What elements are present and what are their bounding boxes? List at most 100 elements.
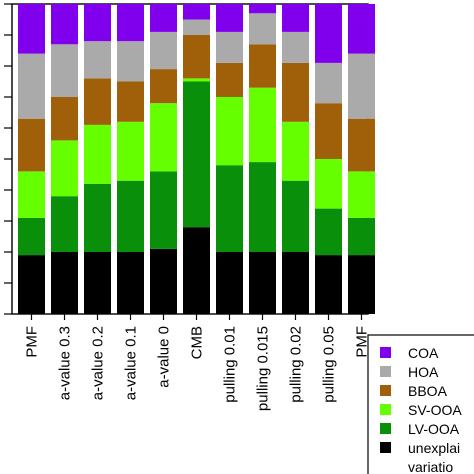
bar-segment [282,4,309,32]
bar-segment [18,217,45,256]
bar-segment [84,252,111,314]
bar-segment [183,78,210,82]
bar-segment [84,4,111,42]
legend-label: LV-OOA [408,421,460,437]
bar-segment [249,4,276,14]
bar-stack [216,4,243,314]
bar-segment [216,165,243,252]
x-tick-label: pulling 0.015 [255,326,272,411]
x-tick-label: PMF [354,326,371,358]
bars-group [18,4,375,314]
bar-segment [18,255,45,314]
bar-stack [84,4,111,314]
bar-segment [282,62,309,122]
bar-segment [315,103,342,159]
bar-segment [216,31,243,63]
bar-segment [51,140,78,197]
bar-segment [150,248,177,314]
bar-segment [315,62,342,104]
bar-segment [51,252,78,314]
bar-segment [18,4,45,54]
bar-segment [216,4,243,32]
bar-segment [282,252,309,314]
x-axis-labels: PMF a-value 0.3 a-value 0.2 a-value 0.1 a-va… [24,314,371,411]
bar-segment [51,4,78,45]
bar-stack [315,4,342,314]
bar-segment [117,4,144,42]
bar-segment [315,208,342,256]
bar-stack [18,4,45,314]
bar-segment [348,53,375,119]
bar-segment [150,103,177,172]
bar-segment [117,252,144,314]
bar-stack [51,4,78,314]
legend-swatch [380,423,391,434]
legend-swatch [380,404,391,415]
bar-segment [249,44,276,88]
bar-segment [183,227,210,314]
bar-segment [150,69,177,104]
x-tick-label: CMB [189,326,206,359]
bar-segment [315,255,342,314]
legend-label: variatio [408,459,453,474]
x-tick-label: a-value 0.3 [57,326,74,400]
bar-segment [117,41,144,82]
x-tick-label: pulling 0.01 [222,326,239,403]
bar-segment [150,171,177,249]
bar-segment [51,97,78,141]
bar-segment [51,44,78,97]
x-tick-label: a-value 0.2 [90,326,107,400]
legend-label: BBOA [408,383,448,399]
bar-segment [117,121,144,181]
legend-label: HOA [408,364,439,380]
bar-segment [216,62,243,97]
x-tick-label: a-value 0 [156,326,173,388]
bar-segment [117,180,144,252]
bar-segment [183,4,210,20]
bar-segment [150,31,177,70]
bar-segment [348,4,375,54]
bar-segment [249,252,276,314]
bar-segment [348,255,375,314]
bar-stack [183,4,210,314]
x-tick-label: pulling 0.05 [321,326,338,403]
bar-stack [117,4,144,314]
bar-segment [315,4,342,63]
legend-label: COA [408,345,439,361]
bar-stack [249,4,276,314]
bar-stack [150,4,177,314]
bar-segment [183,81,210,228]
bar-segment [249,87,276,163]
y-axis-ticks [4,3,12,315]
x-tick-label: PMF [24,326,41,358]
bar-segment [216,97,243,166]
bar-segment [348,171,375,218]
x-tick-label: pulling 0.02 [288,326,305,403]
legend-label: SV-OOA [408,402,462,418]
bar-segment [150,4,177,32]
bar-segment [282,180,309,252]
bar-segment [84,41,111,79]
bar-segment [51,196,78,252]
legend-swatch [380,347,391,358]
bar-segment [84,183,111,252]
bar-stack [282,4,309,314]
legend: COA HOA BBOA SV-OOA LV-OOA unexplai variatio [367,334,474,474]
bar-segment [183,35,210,79]
bar-segment [315,159,342,209]
bar-segment [348,217,375,256]
legend-swatch [380,442,391,453]
bar-segment [18,171,45,218]
bar-segment [282,31,309,63]
bar-segment [117,81,144,122]
bar-segment [249,13,276,45]
bar-segment [348,118,375,172]
legend-label: unexplai [408,440,460,456]
bar-segment [249,162,276,252]
bar-segment [282,121,309,181]
bar-segment [18,118,45,172]
x-tick-label: a-value 0.1 [123,326,140,400]
legend-swatch [380,385,391,396]
bar-segment [84,124,111,184]
